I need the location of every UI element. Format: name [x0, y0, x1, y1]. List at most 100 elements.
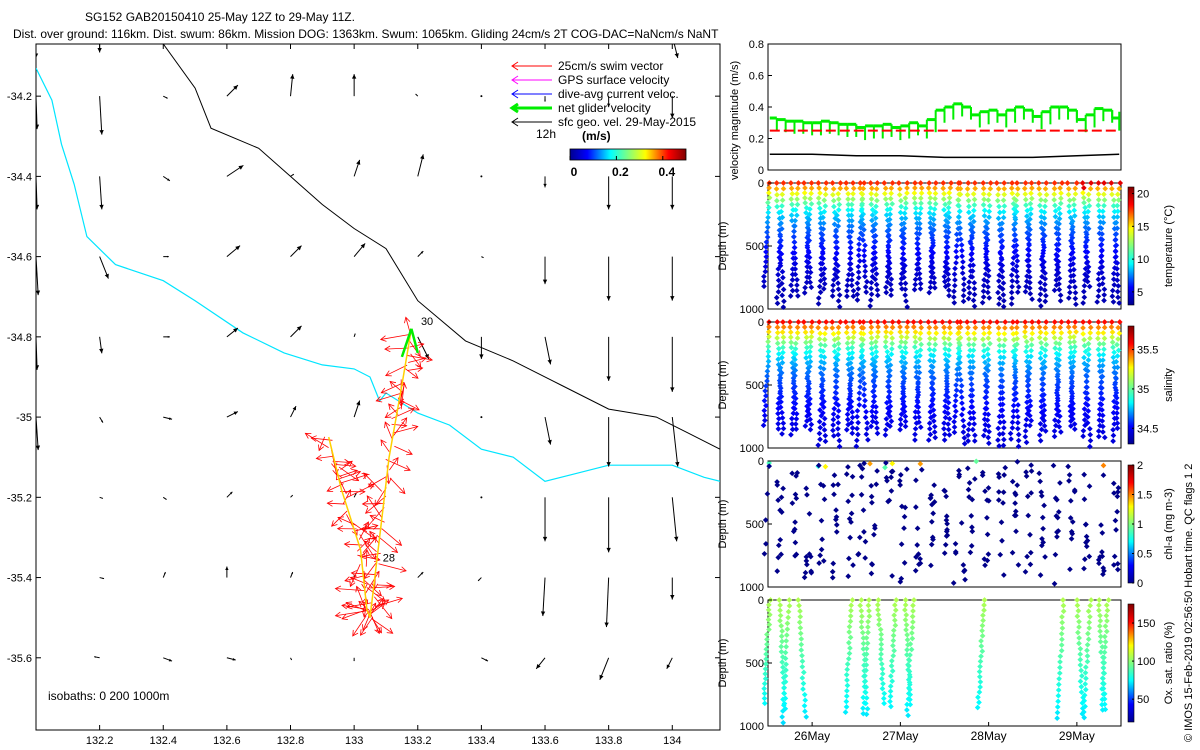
- depth-sample: [971, 202, 978, 208]
- geo-vector-arrow: [163, 335, 170, 338]
- depth-sample: [807, 338, 814, 345]
- depth-sample: [1087, 185, 1094, 192]
- depth-sample: [997, 551, 1004, 558]
- depth-sample: [1072, 289, 1079, 296]
- depth-sample: [918, 466, 925, 473]
- depth-sample: [763, 392, 769, 399]
- depth-sample: [891, 647, 897, 654]
- depth-sample: [1095, 557, 1102, 563]
- depth-sample: [1011, 512, 1018, 519]
- depth-sample: [927, 335, 933, 342]
- depth-sample: [966, 421, 973, 427]
- depth-sample: [1009, 283, 1015, 290]
- depth-sample: [765, 607, 772, 613]
- depth-sample: [943, 533, 950, 539]
- geo-vector-arrow: [353, 333, 356, 338]
- depth-sample: [1012, 352, 1018, 359]
- depth-sample: [849, 271, 856, 278]
- depth-sample: [845, 335, 852, 341]
- depth-sample: [823, 325, 829, 331]
- depth-sample: [790, 255, 797, 262]
- depth-sample: [927, 279, 934, 286]
- depth-sample: [1098, 522, 1104, 528]
- depth-sample: [777, 231, 783, 238]
- depth-sample: [1082, 348, 1089, 355]
- velocity-y-tick-label: 0: [758, 165, 764, 177]
- depth-sample: [942, 340, 948, 347]
- swim-vector-head: [375, 590, 383, 597]
- depth-sample: [984, 225, 990, 232]
- depth-sample: [887, 373, 893, 379]
- depth-sample: [765, 209, 772, 216]
- depth-sample: [804, 418, 810, 424]
- depth-sample: [898, 411, 905, 418]
- depth-sample: [809, 319, 815, 325]
- depth-sample: [902, 423, 909, 430]
- depth-sample: [807, 343, 814, 350]
- swim-vector-head: [343, 541, 351, 548]
- depth-sample: [942, 409, 948, 415]
- depth-sample: [847, 244, 854, 251]
- depth-sample: [909, 613, 916, 620]
- swim-vector: [362, 615, 370, 631]
- depth-sample: [778, 208, 785, 215]
- depth-sample: [1060, 602, 1067, 609]
- depth-sample: [862, 263, 869, 269]
- depth-sample: [987, 185, 994, 192]
- depth-sample: [808, 334, 815, 340]
- depth-sample: [1098, 649, 1104, 655]
- depth-sample: [900, 245, 907, 252]
- swim-vector-head: [344, 458, 351, 466]
- geo-vector-arrow: [290, 494, 294, 498]
- depth-sample: [782, 673, 789, 679]
- depth-sample: [1059, 180, 1065, 186]
- depth-sample: [995, 289, 1001, 296]
- depth-sample: [1081, 288, 1087, 295]
- depth-sample: [995, 497, 1002, 503]
- depth-sample: [1081, 406, 1088, 412]
- depth-sample: [1095, 287, 1102, 294]
- depth-sample: [900, 401, 906, 407]
- depth-sample: [980, 185, 987, 192]
- depth-sample: [951, 282, 958, 289]
- depth-sample: [971, 476, 978, 482]
- depth-sample: [1054, 373, 1061, 380]
- depth-sample: [943, 528, 950, 535]
- swim-vector-head: [363, 472, 370, 479]
- depth-sample: [1037, 437, 1044, 444]
- depth-sample: [967, 409, 973, 416]
- depth-sample: [975, 694, 981, 701]
- depth-sample: [952, 277, 958, 283]
- depth-sample: [868, 324, 875, 331]
- depth-sample: [1085, 191, 1092, 198]
- depth-sample: [996, 301, 1002, 307]
- depth-sample: [1013, 203, 1020, 209]
- depth-sample: [835, 420, 842, 426]
- depth-sample: [917, 330, 924, 337]
- depth-sample: [1101, 292, 1108, 298]
- depth-sample: [1100, 219, 1107, 226]
- depth-sample: [777, 375, 784, 381]
- depth-sample: [778, 237, 784, 244]
- swim-vector: [362, 536, 377, 554]
- depth-sample: [783, 632, 790, 638]
- swim-vector-head: [346, 603, 353, 610]
- depth-sample: [800, 686, 806, 692]
- depth-sample: [1076, 640, 1082, 647]
- depth-sample: [832, 271, 838, 278]
- depth-sample: [782, 655, 789, 662]
- depth-sample: [1057, 292, 1064, 299]
- depth-sample: [1037, 202, 1043, 209]
- depth-sample: [1069, 223, 1076, 230]
- depth-sample: [869, 413, 876, 420]
- depth-sample: [870, 244, 877, 251]
- depth-sample: [932, 195, 938, 202]
- depth-sample: [995, 471, 1002, 477]
- depth-sample: [888, 292, 894, 299]
- depth-sample: [849, 597, 856, 603]
- depth-sample: [849, 223, 855, 229]
- depth-sample: [1037, 291, 1044, 298]
- depth-sample: [969, 224, 976, 230]
- depth-sample: [928, 274, 935, 280]
- depth-sample: [966, 353, 972, 359]
